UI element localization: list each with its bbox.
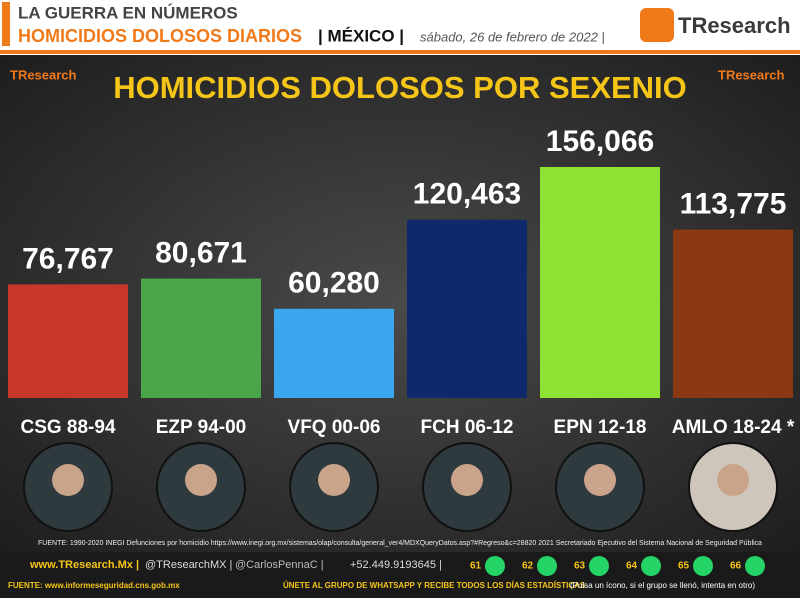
value-label: 156,066: [546, 125, 654, 158]
value-label: 60,280: [288, 267, 380, 300]
cta: ÚNETE AL GRUPO DE WHATSAPP Y RECIBE TODO…: [283, 581, 586, 590]
bar: [407, 219, 527, 398]
header-accent: [2, 2, 10, 46]
category-label: EPN 12-18: [554, 417, 647, 438]
group-number: 61: [470, 561, 482, 572]
bar: [141, 278, 261, 398]
category-label: VFQ 00-06: [288, 417, 381, 438]
whatsapp-icon[interactable]: [641, 556, 661, 576]
chart-title: HOMICIDIOS DOLOSOS POR SEXENIO: [113, 70, 687, 105]
value-label: 113,775: [680, 188, 787, 221]
headline: HOMICIDIOS DOLOSOS DIARIOS: [18, 26, 302, 46]
source: FUENTE: 1990-2020 INEGI Defunciones por …: [38, 540, 762, 547]
twitter: @TResearchMX |: [145, 559, 232, 571]
twitter: @CarlosPennaC |: [235, 559, 324, 571]
web: www.TResearch.Mx |: [29, 559, 139, 571]
category-label: AMLO 18-24 *: [672, 417, 795, 438]
bar: [274, 308, 394, 398]
place: | MÉXICO |: [318, 26, 404, 45]
portrait-face: [52, 464, 84, 496]
bar: [673, 229, 793, 398]
whatsapp-icon[interactable]: [537, 556, 557, 576]
logo-small: TResearch: [718, 67, 785, 82]
group-number: 65: [678, 561, 690, 572]
logo-small: TResearch: [10, 67, 77, 82]
category-label: CSG 88-94: [20, 417, 115, 438]
logo-icon: [640, 8, 674, 42]
bar: [540, 167, 660, 398]
portrait-face: [717, 464, 749, 496]
chart-bg: [0, 55, 800, 552]
group-number: 62: [522, 561, 534, 572]
value-label: 76,767: [22, 242, 114, 275]
category-label: FCH 06-12: [421, 417, 514, 438]
group-number: 64: [626, 561, 638, 572]
whatsapp-icon[interactable]: [745, 556, 765, 576]
kicker: LA GUERRA EN NÚMEROS: [18, 3, 238, 22]
whatsapp-icon[interactable]: [589, 556, 609, 576]
bar: [8, 284, 128, 398]
portrait-face: [584, 464, 616, 496]
value-label: 120,463: [413, 178, 521, 211]
whatsapp-icon[interactable]: [693, 556, 713, 576]
date: sábado, 26 de febrero de 2022 |: [420, 29, 605, 44]
portrait-face: [185, 464, 217, 496]
footer-bg: [0, 552, 800, 598]
header-rule: [0, 50, 800, 54]
group-number: 63: [574, 561, 586, 572]
value-label: 80,671: [155, 237, 247, 270]
source2: FUENTE: www.informeseguridad.cns.gob.mx: [8, 581, 180, 590]
portrait-face: [318, 464, 350, 496]
portrait-face: [451, 464, 483, 496]
note: (Pulsa un ícono, si el grupo se llenó, i…: [570, 581, 755, 590]
whatsapp-icon[interactable]: [485, 556, 505, 576]
group-number: 66: [730, 561, 742, 572]
logo: TResearch: [678, 13, 791, 38]
phone: +52.449.9193645 |: [350, 559, 442, 571]
category-label: EZP 94-00: [156, 417, 246, 438]
